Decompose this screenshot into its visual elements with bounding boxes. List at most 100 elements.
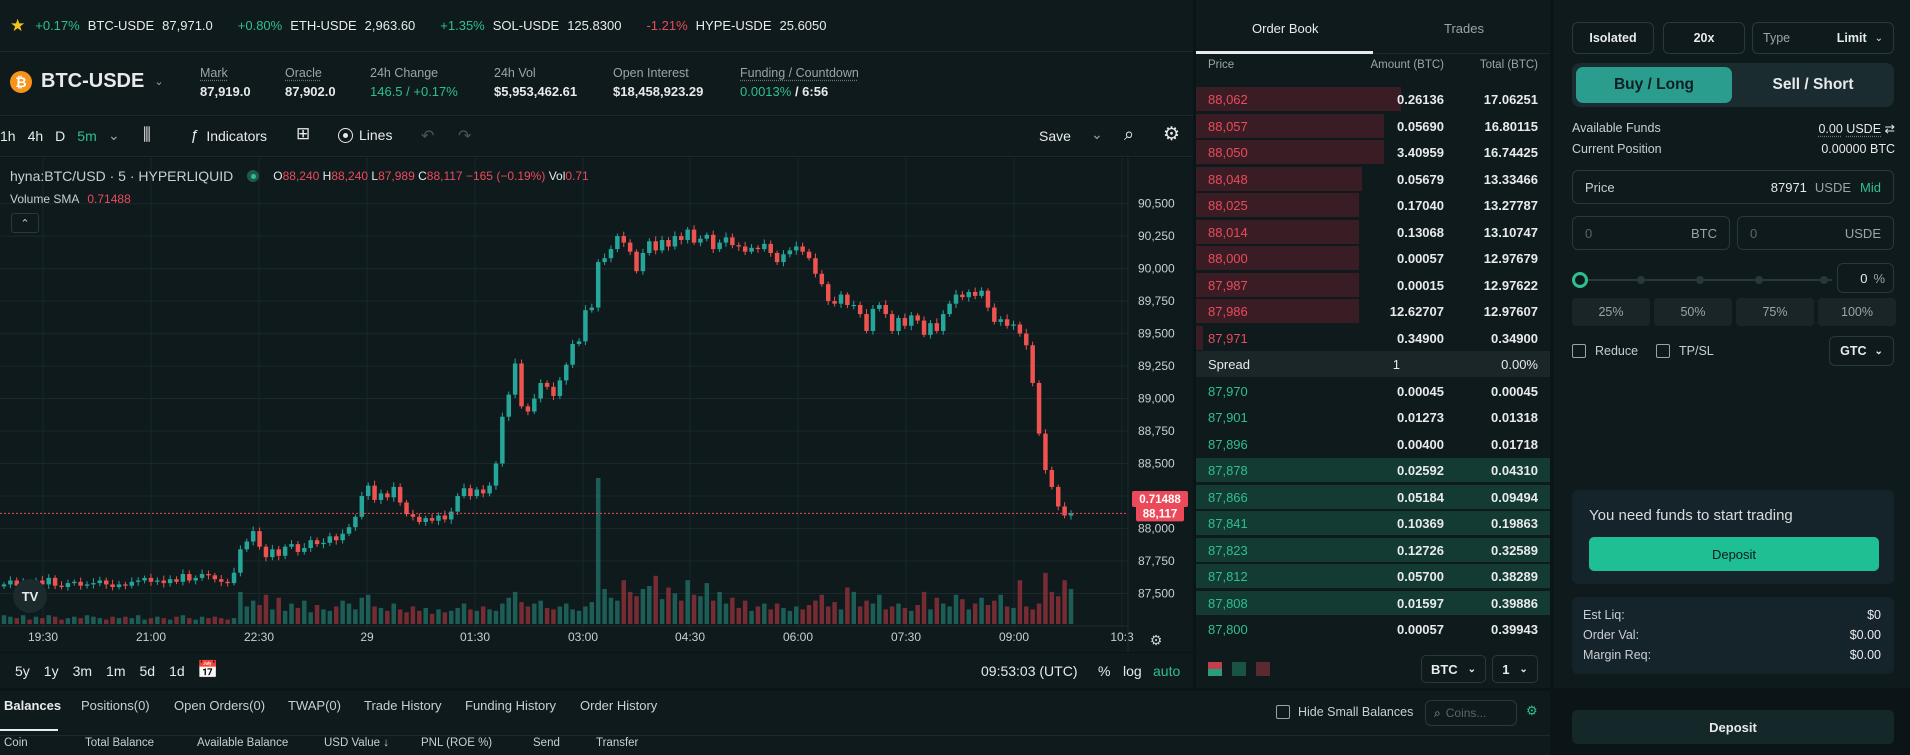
tab-trades[interactable]: Trades	[1444, 21, 1484, 36]
quick-size-75pct[interactable]: 75%	[1736, 298, 1814, 326]
redo-icon[interactable]: ↷	[458, 128, 472, 145]
range-1y[interactable]: 1y	[43, 663, 59, 679]
indicators-button[interactable]: ƒ Indicators	[190, 127, 268, 144]
bid-row[interactable]: 87,878 0.02592 0.04310	[1196, 457, 1550, 483]
quick-size-100pct[interactable]: 100%	[1818, 298, 1896, 326]
bid-row[interactable]: 87,823 0.12726 0.32589	[1196, 537, 1550, 563]
tab-funding-history[interactable]: Funding History	[465, 697, 557, 713]
ask-row[interactable]: 88,057 0.05690 16.80115	[1196, 113, 1550, 139]
range-1d[interactable]: 1d	[169, 663, 185, 679]
hide-small-balances[interactable]: Hide Small Balances	[1276, 705, 1413, 719]
quick-search-icon[interactable]: ⌕	[1124, 124, 1135, 144]
candle-type-icon[interactable]: ⫼	[143, 125, 151, 144]
checkbox-icon[interactable]	[1276, 705, 1290, 719]
size-slider[interactable]	[1572, 269, 1832, 289]
margin-mode-button[interactable]: Isolated	[1572, 22, 1654, 54]
order-type-select[interactable]: Type Limit ⌄	[1752, 22, 1894, 54]
checkbox-icon[interactable]	[1656, 344, 1670, 358]
available-funds-value[interactable]: 0.00 USDE ⇄	[1818, 122, 1895, 136]
ask-row[interactable]: 87,986 12.62707 12.97607	[1196, 298, 1550, 324]
ask-row[interactable]: 87,971 0.34900 0.34900	[1196, 325, 1550, 351]
filter-settings-icon[interactable]: ⚙	[1526, 703, 1538, 718]
time-in-force-select[interactable]: GTC ⌄	[1829, 336, 1894, 366]
layout-grid-icon[interactable]: ⊞	[296, 124, 311, 143]
interval-1h[interactable]: 1h	[0, 128, 16, 144]
chart-canvas[interactable]: 90,500 90,250 90,000 89,750 89,500 89,250 89,0…	[0, 158, 1193, 652]
deposit-button[interactable]: Deposit	[1589, 537, 1879, 571]
reduce-checkbox[interactable]: Reduce	[1572, 344, 1638, 358]
range-1m[interactable]: 1m	[106, 663, 126, 679]
ask-row[interactable]: 88,048 0.05679 13.33466	[1196, 166, 1550, 192]
ask-row[interactable]: 88,025 0.17040 13.27787	[1196, 192, 1550, 218]
ask-row[interactable]: 88,014 0.13068 13.10747	[1196, 219, 1550, 245]
col-header[interactable]: PNL (ROE %)	[421, 737, 493, 749]
bid-row[interactable]: 87,970 0.00045 0.00045	[1208, 383, 1538, 399]
axis-settings-icon[interactable]: ⚙	[1150, 633, 1163, 649]
interval-5m[interactable]: 5m	[77, 128, 97, 144]
tab-open-orders-[interactable]: Open Orders(0)	[174, 697, 266, 713]
market-selector[interactable]: ₿ BTC-USDE ⌄	[10, 70, 164, 93]
book-asks-icon[interactable]	[1256, 662, 1270, 676]
mid-price-button[interactable]: Mid	[1860, 179, 1881, 195]
ticker-item[interactable]: +1.35% SOL-USDE 125.8300	[440, 18, 622, 33]
tab-balances[interactable]: Balances	[4, 697, 62, 713]
percent-toggle[interactable]: %	[1098, 663, 1111, 679]
interval-D[interactable]: D	[55, 128, 66, 144]
buy-long-button[interactable]: Buy / Long	[1576, 67, 1732, 103]
col-header[interactable]: Send	[533, 737, 560, 749]
book-view-toggle[interactable]	[1208, 662, 1270, 676]
ask-row[interactable]: 87,987 0.00015 12.97622	[1196, 272, 1550, 298]
lines-button[interactable]: Lines	[338, 127, 392, 143]
ticker-item[interactable]: +0.80% ETH-USDE 2,963.60	[237, 18, 416, 33]
book-bids-icon[interactable]	[1232, 662, 1246, 676]
ticker-item[interactable]: +0.17% BTC-USDE 87,971.0	[35, 18, 213, 33]
save-dropdown-icon[interactable]: ⌄	[1091, 126, 1103, 142]
bid-row[interactable]: 87,812 0.05700 0.38289	[1196, 563, 1550, 589]
leverage-button[interactable]: 20x	[1663, 22, 1745, 54]
slider-percent-input[interactable]: 0%	[1837, 263, 1894, 293]
bid-row[interactable]: 87,800 0.00057 0.39943	[1208, 622, 1538, 637]
ask-row[interactable]: 88,050 3.40959 16.74425	[1196, 139, 1550, 165]
price-chart[interactable]: 90,500 90,250 90,000 89,750 89,500 89,250 89,0…	[0, 158, 1193, 652]
sell-short-button[interactable]: Sell / Short	[1772, 76, 1854, 93]
quick-size-25pct[interactable]: 25%	[1572, 298, 1650, 326]
utc-clock[interactable]: 09:53:03 (UTC)	[981, 663, 1078, 679]
checkbox-icon[interactable]	[1572, 344, 1586, 358]
swap-icon[interactable]: ⇄	[1884, 122, 1895, 136]
bottom-deposit-button[interactable]: Deposit	[1572, 710, 1894, 744]
ask-row[interactable]: 88,062 0.26136 17.06251	[1196, 86, 1550, 112]
group-select[interactable]: 1 ⌄	[1492, 655, 1538, 683]
tab-positions-[interactable]: Positions(0)	[81, 697, 150, 713]
price-input[interactable]: Price 87971 USDE Mid	[1572, 170, 1894, 204]
star-icon[interactable]: ★	[10, 15, 26, 35]
col-header[interactable]: Coin	[4, 737, 28, 749]
size-usde-input[interactable]: 0 USDE	[1737, 216, 1894, 250]
ticker-item[interactable]: -1.21% HYPE-USDE 25.6050	[646, 18, 827, 33]
col-header[interactable]: Total Balance	[85, 737, 155, 749]
range-5y[interactable]: 5y	[15, 663, 30, 679]
interval-dropdown-icon[interactable]: ⌄	[108, 127, 120, 143]
bid-row[interactable]: 87,808 0.01597 0.39886	[1196, 590, 1550, 616]
unit-select[interactable]: BTC ⌄	[1421, 655, 1486, 683]
col-header[interactable]: USD Value ↓	[324, 737, 389, 749]
range-3m[interactable]: 3m	[72, 663, 93, 679]
undo-icon[interactable]: ↶	[421, 128, 435, 145]
range-5d[interactable]: 5d	[139, 663, 156, 679]
collapse-legend-button[interactable]: ⌃	[11, 213, 39, 233]
bid-row[interactable]: 87,896 0.00400 0.01718	[1208, 436, 1538, 452]
auto-toggle[interactable]: auto	[1153, 663, 1181, 679]
book-both-icon[interactable]	[1208, 662, 1222, 676]
settings-icon[interactable]: ⚙	[1163, 124, 1181, 145]
ask-row[interactable]: 88,000 0.00057 12.97679	[1196, 245, 1550, 271]
tpsl-checkbox[interactable]: TP/SL	[1656, 344, 1714, 358]
save-button[interactable]: Save	[1039, 128, 1071, 144]
coin-search-input[interactable]: ⌕ Coins...	[1425, 700, 1517, 726]
tab-twap-[interactable]: TWAP(0)	[288, 697, 341, 713]
tab-order-history[interactable]: Order History	[580, 697, 658, 713]
tab-order-book[interactable]: Order Book	[1252, 21, 1319, 36]
bid-row[interactable]: 87,841 0.10369 0.19863	[1196, 510, 1550, 536]
col-header[interactable]: Available Balance	[197, 737, 289, 749]
interval-4h[interactable]: 4h	[27, 128, 44, 144]
col-header[interactable]: Transfer	[596, 737, 639, 749]
bid-row[interactable]: 87,866 0.05184 0.09494	[1196, 484, 1550, 510]
